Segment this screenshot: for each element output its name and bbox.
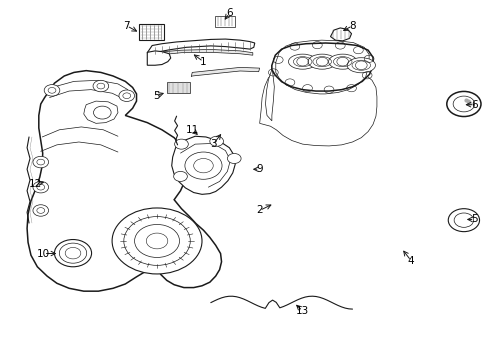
Text: 12: 12 <box>29 179 43 189</box>
Circle shape <box>123 93 131 99</box>
Text: 2: 2 <box>256 206 263 216</box>
Polygon shape <box>272 43 373 91</box>
Text: 5: 5 <box>153 91 159 101</box>
Polygon shape <box>172 136 235 194</box>
Ellipse shape <box>329 54 357 69</box>
Circle shape <box>33 205 49 216</box>
Text: 6: 6 <box>471 100 478 110</box>
Text: 8: 8 <box>349 21 356 31</box>
Circle shape <box>135 225 179 257</box>
Circle shape <box>112 208 202 274</box>
Text: 13: 13 <box>296 306 309 316</box>
Circle shape <box>37 159 45 165</box>
FancyBboxPatch shape <box>215 16 235 27</box>
Circle shape <box>173 171 187 181</box>
Circle shape <box>174 139 188 149</box>
Text: 6: 6 <box>226 8 233 18</box>
Polygon shape <box>27 71 221 291</box>
Text: 4: 4 <box>408 256 415 266</box>
Text: 9: 9 <box>256 164 263 174</box>
Circle shape <box>448 209 480 231</box>
Polygon shape <box>148 49 253 58</box>
Circle shape <box>124 217 190 265</box>
Circle shape <box>93 80 109 92</box>
Circle shape <box>54 239 92 267</box>
FancyBboxPatch shape <box>139 24 164 40</box>
Ellipse shape <box>308 54 336 69</box>
Circle shape <box>119 90 135 102</box>
Circle shape <box>227 153 241 163</box>
Circle shape <box>210 136 223 146</box>
Polygon shape <box>84 101 118 123</box>
Text: 11: 11 <box>186 125 199 135</box>
Polygon shape <box>191 67 260 77</box>
Circle shape <box>147 233 168 249</box>
Ellipse shape <box>347 58 375 73</box>
Circle shape <box>48 87 56 93</box>
Circle shape <box>33 156 49 168</box>
Text: 1: 1 <box>200 57 207 67</box>
Text: 5: 5 <box>471 215 478 224</box>
Polygon shape <box>147 51 171 65</box>
Text: 7: 7 <box>123 21 130 31</box>
Circle shape <box>33 181 49 193</box>
Circle shape <box>44 85 60 96</box>
Circle shape <box>94 106 111 119</box>
Circle shape <box>37 184 45 190</box>
Polygon shape <box>147 39 255 55</box>
Circle shape <box>447 91 481 117</box>
Ellipse shape <box>289 54 317 69</box>
FancyBboxPatch shape <box>167 82 190 93</box>
Polygon shape <box>331 28 351 41</box>
Text: 10: 10 <box>37 248 50 258</box>
Polygon shape <box>266 65 274 121</box>
Circle shape <box>37 208 45 213</box>
Text: 3: 3 <box>210 139 217 149</box>
Circle shape <box>97 83 105 89</box>
